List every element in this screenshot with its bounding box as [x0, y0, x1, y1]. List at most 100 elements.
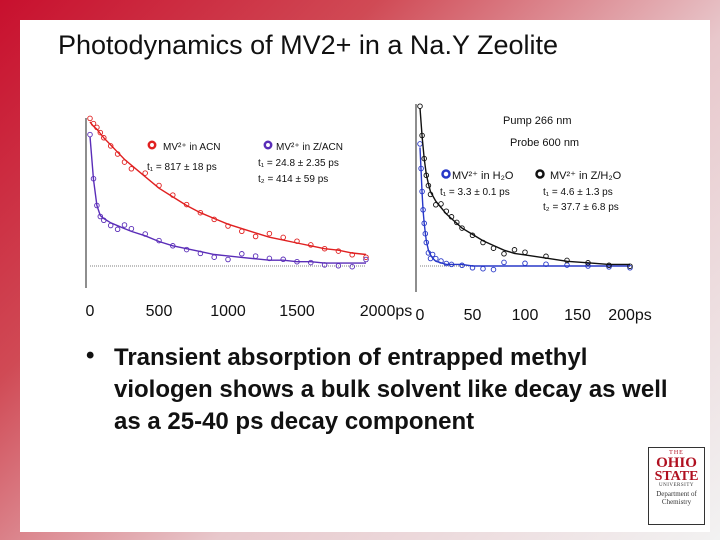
- data-point: [422, 230, 429, 237]
- data-point: [97, 213, 104, 220]
- fit-label-zacn-2: t₂ = 414 ± 59 ps: [258, 174, 328, 185]
- data-point: [469, 232, 476, 239]
- logo-university: UNIVERSITY: [659, 483, 694, 488]
- data-point: [197, 209, 204, 216]
- annotation-pump: Pump 266 nm: [503, 115, 571, 127]
- data-point: [543, 253, 549, 260]
- data-point: [211, 216, 217, 223]
- legend-marker-zh2o: [535, 169, 545, 179]
- fit-label-zh2o-1: t₁ = 4.6 ± 1.3 ps: [543, 187, 613, 198]
- legend-marker-acn: [147, 140, 157, 150]
- x-tick-label: 2000ps: [360, 303, 413, 320]
- data-point: [421, 155, 427, 162]
- data-point: [87, 115, 93, 122]
- data-point: [454, 219, 460, 226]
- data-point: [239, 251, 245, 257]
- data-point: [429, 251, 436, 258]
- fit-curve-1: [89, 136, 366, 264]
- bullet-text: Transient absorption of entrapped methyl…: [114, 344, 668, 435]
- data-point: [469, 265, 476, 271]
- data-point: [121, 222, 128, 228]
- fit-curve-0: [419, 147, 630, 267]
- x-tick-label: 0: [86, 303, 95, 320]
- data-point: [321, 245, 328, 252]
- data-point: [156, 182, 162, 189]
- bullet-marker: •: [86, 342, 95, 369]
- data-point: [425, 182, 432, 189]
- data-point: [156, 237, 162, 244]
- data-point: [107, 222, 114, 229]
- data-point: [459, 225, 465, 231]
- data-point: [90, 120, 97, 127]
- data-point: [170, 192, 176, 198]
- legend-marker-h2o: [441, 169, 451, 179]
- slide-title: Photodynamics of MV2+ in a Na.Y Zeolite: [58, 30, 559, 60]
- data-point: [142, 231, 148, 237]
- data-point: [585, 260, 591, 266]
- data-point: [308, 259, 314, 266]
- data-point: [421, 220, 427, 227]
- data-point: [90, 175, 97, 182]
- legend-label-zacn: MV²⁺ in Z/ACN: [276, 142, 343, 153]
- x-tick-label: 150: [564, 307, 591, 324]
- data-point: [490, 266, 497, 273]
- data-point: [433, 255, 439, 262]
- data-point: [114, 151, 121, 157]
- data-point: [94, 124, 100, 131]
- data-point: [335, 263, 342, 269]
- data-point: [308, 242, 314, 248]
- data-point: [420, 207, 426, 213]
- university-logo: THE OHIO STATE UNIVERSITY Department of …: [648, 447, 705, 525]
- fit-curve-1: [419, 107, 630, 266]
- data-point: [101, 217, 107, 224]
- data-point: [448, 214, 455, 220]
- legend-label-acn: MV²⁺ in ACN: [163, 142, 221, 153]
- data-point: [522, 260, 528, 267]
- data-point: [627, 263, 633, 269]
- data-point: [211, 254, 217, 260]
- data-point: [94, 202, 100, 209]
- data-point: [418, 165, 424, 172]
- data-point: [294, 258, 300, 265]
- logo-state: STATE: [654, 469, 699, 484]
- legend-label-h2o: MV²⁺ in H₂O: [452, 170, 514, 182]
- logo-department: Department of Chemistry: [656, 490, 697, 506]
- data-point: [433, 202, 439, 208]
- data-point: [239, 228, 245, 235]
- slide-canvas: [20, 20, 710, 532]
- data-point: [335, 248, 342, 254]
- data-point: [423, 172, 430, 179]
- data-point: [627, 265, 633, 271]
- data-point: [183, 201, 190, 208]
- data-point: [511, 247, 518, 253]
- x-tick-label: 500: [146, 303, 173, 320]
- data-point: [87, 131, 93, 138]
- logo-top: THE: [669, 450, 684, 456]
- fit-label-acn: t₁ = 817 ± 18 ps: [147, 162, 217, 173]
- data-point: [564, 262, 570, 268]
- data-point: [225, 223, 231, 229]
- data-point: [427, 191, 434, 198]
- data-point: [480, 239, 486, 246]
- data-point: [294, 238, 300, 244]
- data-point: [443, 208, 450, 214]
- chart-left: 0 500 1000 1500 2000ps MV²⁺ in ACN t₁ = 817 ± …: [85, 115, 413, 320]
- fit-label-zacn-1: t₁ = 24.8 ± 2.35 ps: [258, 158, 339, 169]
- data-point: [280, 234, 286, 241]
- data-point: [448, 261, 455, 268]
- data-point: [417, 103, 423, 109]
- legend-label-zh2o: MV²⁺ in Z/H₂O: [550, 170, 622, 182]
- data-point: [443, 260, 450, 267]
- data-point: [363, 254, 369, 260]
- data-point: [564, 257, 570, 264]
- data-point: [321, 262, 328, 268]
- data-point: [501, 251, 507, 257]
- data-point: [128, 166, 135, 172]
- x-tick-label: 200ps: [608, 307, 652, 324]
- x-tick-label: 1000: [210, 303, 246, 320]
- data-point: [107, 143, 114, 149]
- fit-label-zh2o-2: t₂ = 37.7 ± 6.8 ps: [543, 202, 619, 213]
- fit-label-h2o: t₁ = 3.3 ± 0.1 ps: [440, 187, 510, 198]
- x-tick-label: 50: [464, 307, 482, 324]
